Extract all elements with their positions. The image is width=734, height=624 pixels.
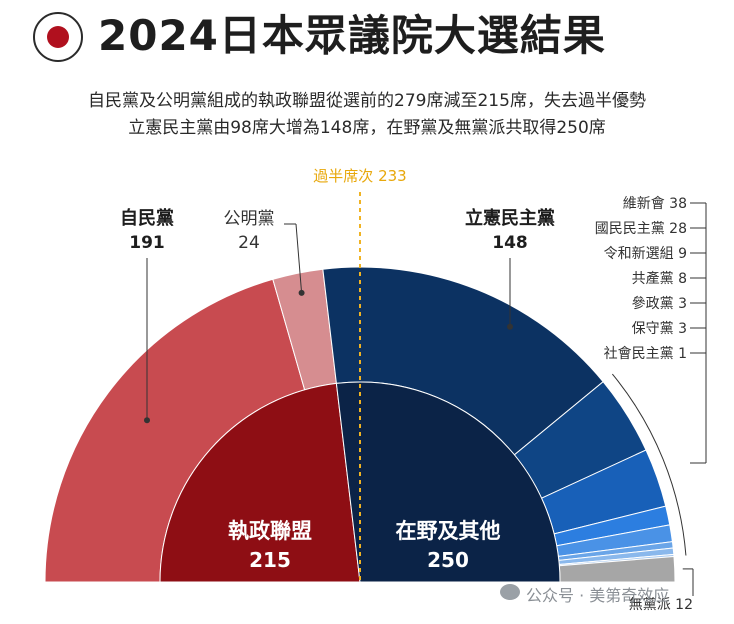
leader-komeito-dot: [298, 289, 305, 296]
chart-title: 2024日本眾議院大選結果: [98, 11, 606, 60]
chart-subtitle-line-2: 立憲民主黨由98席大增為148席，在野黨及無黨派共取得250席: [128, 118, 606, 138]
watermark: 公众号 · 美第奇效应: [526, 586, 670, 605]
majority-label: 過半席次 233: [313, 167, 406, 185]
chart-subtitle-line-1: 自民黨及公明黨組成的執政聯盟從選前的279席減至215席，失去過半優勢: [88, 91, 646, 111]
label-cdp-name: 立憲民主黨: [465, 207, 555, 229]
japan-flag-icon: [33, 12, 83, 62]
rising-sun-icon: [47, 26, 69, 48]
inner-segment-1: [335, 381, 561, 583]
minor-party-label-0: 維新會 38: [623, 196, 687, 212]
minor-party-labels: 維新會 38 國民民主黨 28 令和新選組 9 共產黨 8 參政黨 3 保守黨 3 社會民主…: [595, 196, 687, 362]
minor-party-arc-bracket: [611, 373, 687, 556]
label-independents: 無黨派 12: [629, 597, 693, 613]
chart-header: 2024日本眾議院大選結果 自民黨及公明黨組成的執政聯盟從選前的279席減至21…: [0, 0, 734, 160]
leader-ldp-dot: [144, 417, 150, 424]
label-cdp-value: 148: [492, 233, 528, 253]
label-coalition-name: 執政聯盟: [228, 519, 312, 543]
leader-komeito-vertical: [295, 223, 303, 293]
minor-party-label-4: 參政黨 3: [632, 296, 687, 312]
minor-party-label-6: 社會民主黨 1: [604, 346, 687, 362]
label-ldp-name: 自民黨: [120, 207, 174, 229]
leader-cdp-dot: [507, 323, 513, 330]
label-ldp-value: 191: [129, 233, 165, 253]
minor-party-label-1: 國民民主黨 28: [595, 221, 687, 237]
label-leader-lines: [144, 202, 707, 596]
minor-party-label-2: 令和新選組 9: [604, 246, 687, 262]
inner-segment-0: [159, 382, 361, 583]
minor-party-label-3: 共產黨 8: [632, 270, 687, 287]
label-opposition-value: 250: [427, 548, 469, 572]
minor-party-label-5: 保守黨 3: [632, 321, 687, 337]
label-komeito-name: 公明黨: [224, 209, 275, 229]
wechat-icon: [500, 584, 520, 600]
inner-ring: [159, 381, 561, 583]
label-opposition-name: 在野及其他: [396, 519, 501, 543]
label-coalition-value: 215: [249, 548, 291, 572]
label-komeito-value: 24: [238, 233, 260, 253]
